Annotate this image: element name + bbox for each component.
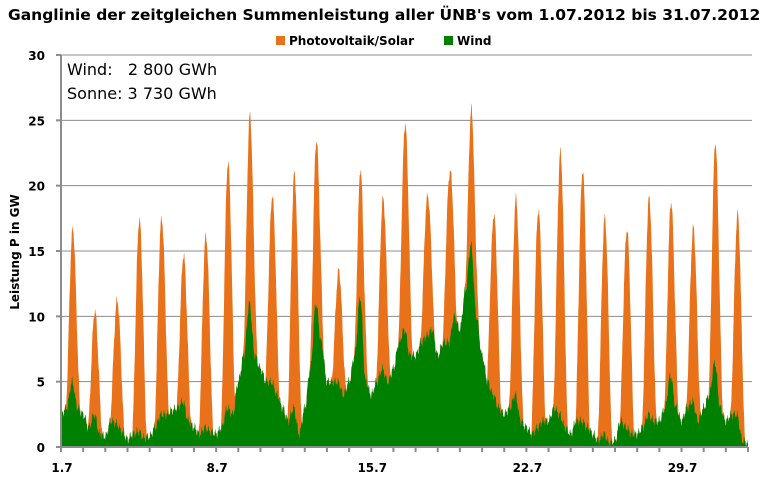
y-tick-label: 10 (28, 310, 45, 324)
x-tick-labels: 1.7 8.7 15.7 22.7 29.7 (51, 461, 697, 475)
y-tick-label: 5 (37, 376, 45, 390)
x-tick-label: 8.7 (206, 461, 227, 475)
plot-areas (61, 103, 748, 447)
y-tick-label: 20 (28, 180, 45, 194)
y-tick-label: 25 (28, 114, 45, 128)
annotation-wind: Wind: 2 800 GWh (67, 60, 217, 79)
y-tick-label: 30 (28, 49, 45, 63)
legend-label-wind: Wind (457, 34, 491, 48)
x-tick-label: 29.7 (668, 461, 698, 475)
y-axis-label: Leistung P in GW (8, 194, 22, 310)
legend-label-solar: Photovoltaik/Solar (289, 34, 414, 48)
y-tick-label: 15 (28, 245, 45, 259)
area-solar (61, 103, 748, 447)
annotation-sonne: Sonne: 3 730 GWh (67, 84, 217, 103)
x-tick-label: 1.7 (51, 461, 72, 475)
axes (56, 54, 749, 452)
x-tick-label: 22.7 (513, 461, 543, 475)
y-tick-label: 0 (37, 441, 45, 455)
chart-title: Ganglinie der zeitgleichen Summenleistun… (8, 5, 760, 24)
y-tick-labels: 0 5 10 15 20 25 30 (28, 49, 45, 455)
legend-swatch-wind (444, 36, 453, 45)
area-wind (61, 240, 748, 447)
legend-swatch-solar (276, 36, 285, 45)
legend: Photovoltaik/Solar Wind (276, 34, 491, 48)
x-tick-label: 15.7 (357, 461, 387, 475)
